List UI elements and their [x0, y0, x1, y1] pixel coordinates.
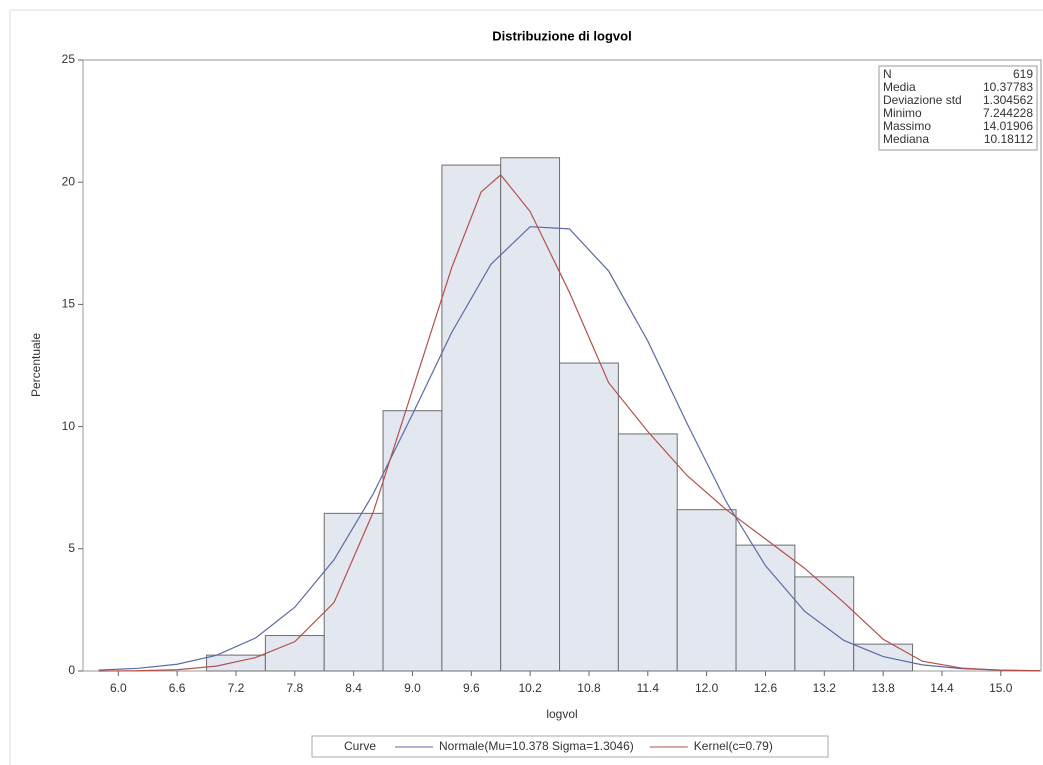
inset-label: Media — [883, 80, 916, 94]
x-tick-label: 13.8 — [871, 681, 895, 695]
y-tick-label: 0 — [68, 663, 75, 677]
x-tick-label: 9.0 — [404, 681, 421, 695]
x-tick-label: 10.8 — [577, 681, 601, 695]
legend — [311, 735, 829, 758]
legend-label: Kernel(c=0.79) — [694, 739, 773, 753]
density-curve — [98, 174, 1041, 672]
inset-label: N — [883, 67, 892, 81]
x-tick-label: 11.4 — [637, 681, 660, 695]
y-axis-label: Percentuale — [29, 333, 43, 397]
bar — [617, 433, 678, 672]
bar — [500, 157, 561, 672]
inset-value: 10.37783 — [983, 80, 1033, 94]
x-tick-label: 12.0 — [695, 681, 719, 695]
x-axis-label: logvol — [546, 707, 577, 721]
bar — [735, 544, 796, 672]
x-tick-label: 10.2 — [518, 681, 542, 695]
y-tick-label: 20 — [62, 174, 76, 188]
inset-value: 14.01906 — [983, 119, 1033, 133]
inset-value: 1.304562 — [983, 93, 1033, 107]
inset-value: 619 — [1013, 67, 1033, 81]
y-tick-label: 25 — [62, 52, 76, 66]
x-tick-label: 14.4 — [930, 681, 954, 695]
inset-label: Minimo — [883, 106, 922, 120]
x-tick-label: 6.0 — [110, 681, 127, 695]
y-tick-label: 10 — [62, 419, 76, 433]
x-tick-label: 7.2 — [228, 681, 245, 695]
x-tick-label: 6.6 — [169, 681, 186, 695]
inset-label: Massimo — [883, 119, 931, 133]
bar — [323, 512, 384, 672]
bar — [441, 164, 502, 672]
bar — [794, 576, 855, 672]
y-tick-label: 5 — [68, 541, 75, 555]
legend-title: Curve — [344, 739, 376, 753]
bar — [853, 643, 914, 672]
x-tick-label: 15.0 — [989, 681, 1013, 695]
bar — [676, 509, 737, 672]
legend-label: Normale(Mu=10.378 Sigma=1.3046) — [439, 739, 634, 753]
density-curve — [98, 226, 1041, 672]
inset-label: Deviazione std — [883, 93, 962, 107]
bar — [382, 410, 443, 672]
y-tick-label: 15 — [62, 297, 76, 311]
inset-value: 10.18112 — [984, 132, 1033, 146]
x-tick-label: 9.6 — [463, 681, 480, 695]
chart-title: Distribuzione di logvol — [492, 28, 631, 43]
inset-box — [878, 65, 1038, 151]
x-tick-label: 7.8 — [286, 681, 303, 695]
inset-label: Mediana — [883, 132, 929, 146]
bar — [559, 362, 619, 672]
inset-value: 7.244228 — [983, 106, 1033, 120]
x-tick-label: 8.4 — [345, 681, 362, 695]
x-tick-label: 12.6 — [754, 681, 778, 695]
x-tick-label: 13.2 — [813, 681, 837, 695]
